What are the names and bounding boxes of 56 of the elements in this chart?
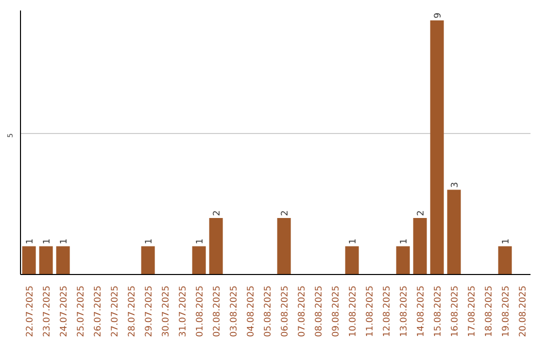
x-tick-label: 27.07.2025: [110, 286, 120, 338]
x-tick-label: 05.08.2025: [264, 286, 274, 338]
data-label: 1: [502, 238, 512, 244]
data-label: 2: [212, 210, 222, 216]
x-tick-label: 26.07.2025: [94, 286, 104, 338]
x-tick-label: 16.08.2025: [450, 286, 460, 338]
data-label: 1: [144, 238, 154, 244]
x-tick-label: 31.07.2025: [178, 286, 188, 338]
bar: [396, 246, 410, 274]
x-tick-label: 29.07.2025: [144, 286, 154, 338]
data-label: 1: [26, 238, 36, 244]
data-label: 2: [280, 210, 290, 216]
bar: [498, 246, 512, 274]
bar: [277, 218, 291, 274]
bar: [345, 246, 359, 274]
x-tick-label: 17.08.2025: [468, 286, 478, 338]
x-tick-label: 04.08.2025: [246, 286, 256, 338]
bar: [141, 246, 155, 274]
x-tick-label: 09.08.2025: [332, 286, 342, 338]
x-tick-label: 06.08.2025: [280, 286, 290, 338]
x-tick-label: 12.08.2025: [382, 286, 392, 338]
data-label: 1: [400, 238, 410, 244]
x-tick-label: 18.08.2025: [484, 286, 494, 338]
data-label: 3: [450, 182, 460, 188]
x-tick-label: 03.08.2025: [230, 286, 240, 338]
x-tick-label: 20.08.2025: [518, 286, 528, 338]
x-tick-label: 13.08.2025: [400, 286, 410, 338]
data-label: 9: [434, 12, 444, 18]
x-tick-label: 24.07.2025: [60, 286, 70, 338]
bar: [22, 246, 36, 274]
x-tick-label: 08.08.2025: [314, 286, 324, 338]
bar: [192, 246, 206, 274]
x-tick-label: 02.08.2025: [212, 286, 222, 338]
data-label: 1: [60, 238, 70, 244]
x-tick-label: 14.08.2025: [416, 286, 426, 338]
x-tick-label: 28.07.2025: [128, 286, 138, 338]
bar: [447, 190, 461, 274]
x-tick-label: 07.08.2025: [298, 286, 308, 338]
x-tick-label: 10.08.2025: [348, 286, 358, 338]
bar: [413, 218, 427, 274]
x-tick-label: 30.07.2025: [162, 286, 172, 338]
x-tick-label: 15.08.2025: [434, 286, 444, 338]
data-label: 1: [348, 238, 358, 244]
bar: [430, 20, 444, 274]
x-tick-label: 19.08.2025: [502, 286, 512, 338]
data-label: 2: [416, 210, 426, 216]
data-label: 1: [196, 238, 206, 244]
data-label: 1: [42, 238, 52, 244]
x-tick-label: 25.07.2025: [76, 286, 86, 338]
bar: [56, 246, 70, 274]
x-tick-label: 01.08.2025: [196, 286, 206, 338]
bar: [39, 246, 53, 274]
x-tick-label: 22.07.2025: [26, 286, 36, 338]
x-tick-label: 23.07.2025: [42, 286, 52, 338]
x-tick-label: 11.08.2025: [366, 286, 376, 338]
bar: [209, 218, 223, 274]
